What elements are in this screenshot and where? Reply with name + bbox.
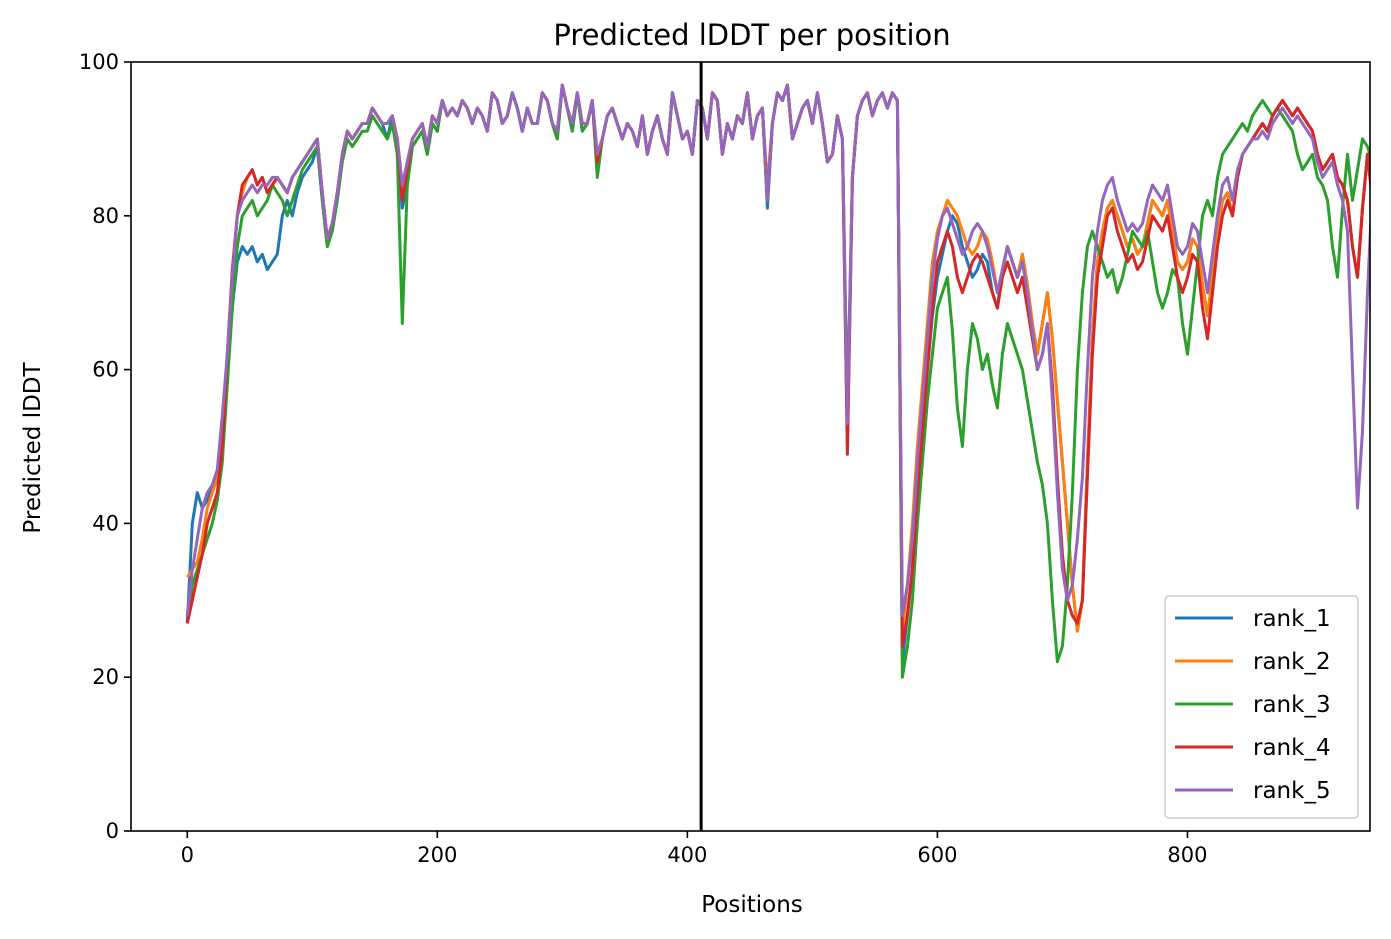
legend-label-rank_4: rank_4 xyxy=(1253,735,1331,761)
x-tick-label: 800 xyxy=(1167,843,1207,867)
y-tick-label: 100 xyxy=(79,50,119,74)
legend-label-rank_2: rank_2 xyxy=(1253,649,1331,675)
y-tick-label: 0 xyxy=(106,819,119,843)
x-tick-label: 600 xyxy=(917,843,957,867)
y-axis-label: Predicted lDDT xyxy=(20,361,46,533)
x-tick-label: 200 xyxy=(417,843,457,867)
y-tick-label: 40 xyxy=(92,511,119,535)
chart-title: Predicted lDDT per position xyxy=(553,18,950,52)
y-tick-label: 80 xyxy=(92,204,119,228)
y-tick-label: 20 xyxy=(92,665,119,689)
x-tick-label: 0 xyxy=(181,843,194,867)
y-tick-label: 60 xyxy=(92,358,119,382)
legend-label-rank_3: rank_3 xyxy=(1253,692,1331,718)
axes-frame xyxy=(130,61,1371,832)
legend-label-rank_5: rank_5 xyxy=(1253,778,1331,804)
axes: 0 200 400 600 800 0 20 40 60 80 100 xyxy=(79,50,1371,867)
legend: rank_1 rank_2 rank_3 rank_4 rank_5 xyxy=(1164,595,1359,819)
series-line-rank_5 xyxy=(185,83,1370,618)
legend-box xyxy=(1164,595,1359,819)
series-line-rank_3 xyxy=(185,83,1370,679)
x-tick-label: 400 xyxy=(667,843,707,867)
legend-label-rank_1: rank_1 xyxy=(1253,606,1331,632)
plot-area xyxy=(185,62,1370,831)
series-lines xyxy=(185,83,1370,679)
x-axis-label: Positions xyxy=(701,892,803,918)
